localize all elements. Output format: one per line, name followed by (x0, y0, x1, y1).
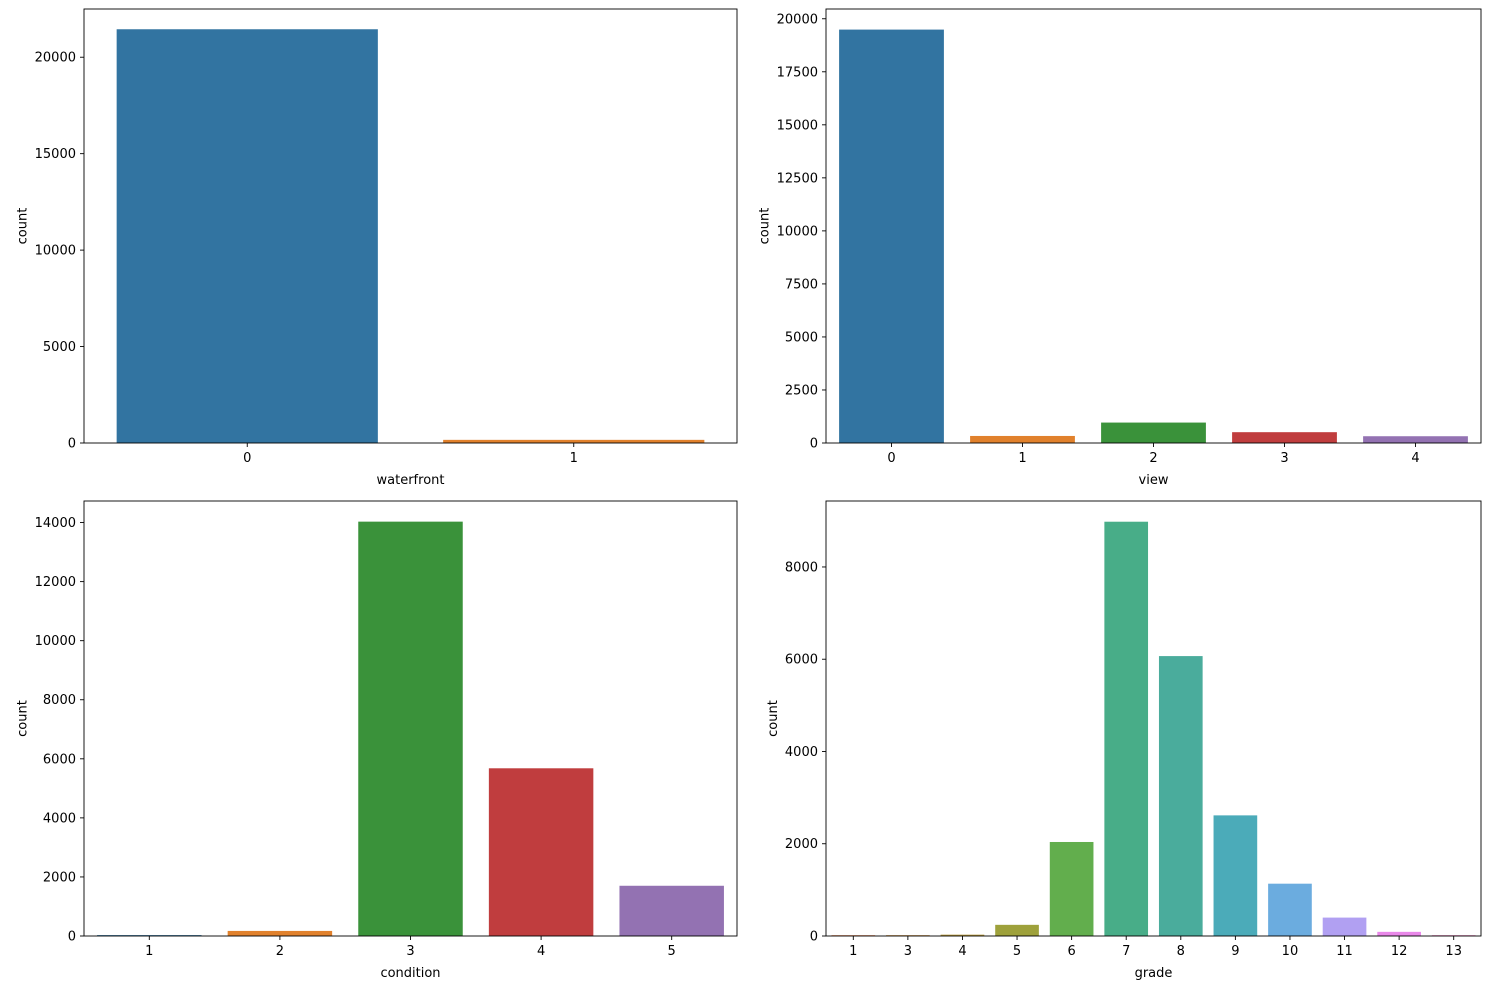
x-tick-label: 9 (1231, 944, 1239, 959)
y-tick-label: 4000 (785, 745, 818, 760)
bar-4 (488, 768, 594, 936)
view-count-chart: 0 1 2 3 4 0 2500 5000 7500 10000 12500 15000 17500 20… (758, 8, 1482, 488)
x-tick-label: 4 (537, 944, 545, 959)
x-axis-label: condition (380, 966, 440, 981)
y-tick-label: 6000 (43, 752, 76, 767)
bar-1 (970, 435, 1075, 443)
y-tick-label: 0 (68, 930, 76, 945)
x-tick-label: 4 (1411, 451, 1419, 466)
bar-4 (1363, 436, 1468, 443)
y-axis-label: count (766, 700, 781, 737)
y-tick-label: 2500 (785, 383, 818, 398)
bar-3 (358, 521, 463, 936)
x-axis-label: grade (1135, 966, 1173, 981)
x-axis-label: view (1139, 473, 1169, 488)
x-tick-label: 2 (1149, 451, 1157, 466)
x-tick-label: 1 (1018, 451, 1026, 466)
x-tick-label: 0 (887, 451, 895, 466)
bar-2 (227, 930, 333, 936)
y-tick-label: 20000 (777, 12, 818, 27)
y-tick-label: 15000 (35, 147, 76, 162)
x-tick-label: 4 (958, 944, 966, 959)
x-axis-label: waterfront (377, 473, 445, 488)
x-tick-label: 1 (849, 944, 857, 959)
y-tick-label: 15000 (777, 118, 818, 133)
x-tick-label: 0 (243, 451, 251, 466)
x-tick-label: 3 (904, 944, 912, 959)
x-tick-label: 6 (1067, 944, 1075, 959)
bar-7 (1104, 521, 1149, 936)
x-tick-label: 5 (668, 944, 676, 959)
y-tick-label: 6000 (785, 653, 818, 668)
y-tick-label: 10000 (777, 224, 818, 239)
bar-10 (1268, 883, 1312, 936)
x-tick-label: 3 (1280, 451, 1288, 466)
axes-frame (83, 8, 738, 444)
y-tick-label: 14000 (35, 516, 76, 531)
y-tick-label: 10000 (35, 634, 76, 649)
x-tick-label: 13 (1445, 944, 1462, 959)
y-tick-label: 2000 (785, 837, 818, 852)
axes-frame (825, 500, 1482, 937)
y-tick-label: 5000 (43, 340, 76, 355)
y-tick-label: 7500 (785, 277, 818, 292)
y-tick-label: 0 (68, 437, 76, 452)
y-axis-label: count (16, 700, 31, 737)
y-tick-label: 8000 (43, 693, 76, 708)
x-tick-label: 3 (406, 944, 414, 959)
x-tick-label: 5 (1013, 944, 1021, 959)
bar-8 (1158, 656, 1203, 936)
x-tick-label: 7 (1122, 944, 1130, 959)
bar-3 (1232, 432, 1337, 443)
y-tick-label: 4000 (43, 811, 76, 826)
x-tick-label: 1 (145, 944, 153, 959)
x-tick-label: 8 (1177, 944, 1185, 959)
bar-9 (1213, 815, 1258, 936)
y-axis-label: count (16, 208, 31, 245)
y-tick-label: 0 (810, 930, 818, 945)
bar-12 (1377, 931, 1421, 936)
y-tick-label: 5000 (785, 330, 818, 345)
y-tick-label: 12500 (777, 171, 818, 186)
x-tick-label: 12 (1391, 944, 1408, 959)
bar-1 (443, 439, 705, 443)
bar-0 (116, 29, 378, 444)
y-tick-label: 0 (810, 437, 818, 452)
bar-6 (1049, 841, 1094, 936)
condition-count-chart: 1 2 3 4 5 0 2000 4000 6000 8000 10000 12000 14000 con… (16, 500, 738, 981)
y-tick-label: 20000 (35, 51, 76, 66)
y-tick-label: 17500 (777, 65, 818, 80)
y-tick-label: 2000 (43, 870, 76, 885)
x-tick-label: 2 (276, 944, 284, 959)
y-tick-label: 8000 (785, 560, 818, 575)
bar-5 (619, 885, 724, 936)
bar-0 (839, 29, 944, 443)
bar-2 (1101, 422, 1206, 443)
y-tick-label: 10000 (35, 244, 76, 259)
grade-count-chart: 1 3 4 5 6 7 8 9 10 11 12 1302000400060008000gradeco… (766, 500, 1482, 981)
waterfront-count-chart: 0 1 0 5000 10000 15000 20000 waterfront count (16, 8, 738, 488)
bar-4 (940, 934, 985, 936)
x-tick-label: 11 (1336, 944, 1353, 959)
y-tick-label: 12000 (35, 575, 76, 590)
bar-5 (995, 924, 1039, 936)
bar-11 (1322, 917, 1367, 936)
x-tick-label: 1 (570, 451, 578, 466)
x-tick-label: 10 (1282, 944, 1299, 959)
y-axis-label: count (758, 208, 773, 245)
